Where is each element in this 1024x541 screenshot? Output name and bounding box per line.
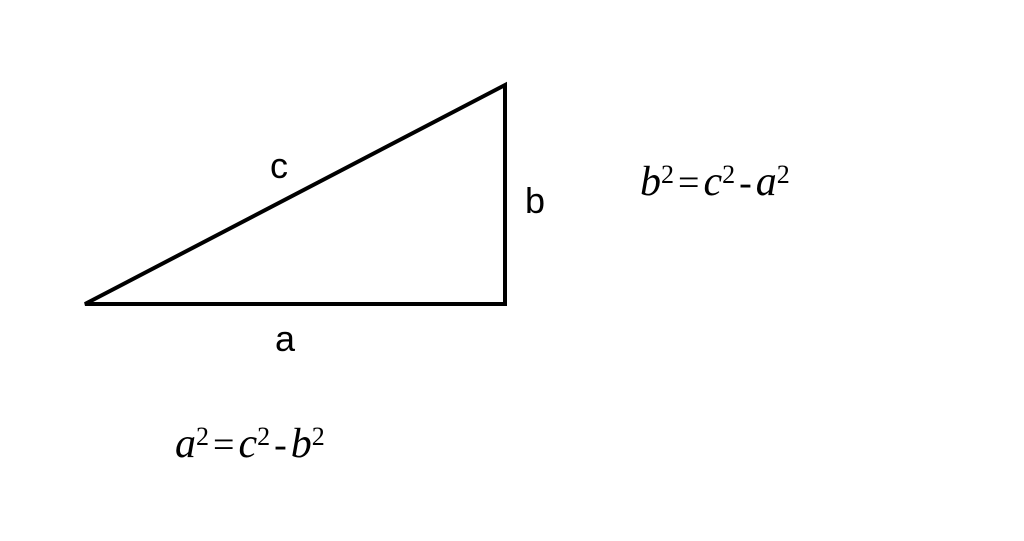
formula-a-r1-exp: 2 (257, 422, 270, 451)
formula-b-r2-base: a (756, 159, 777, 205)
side-label-a: a (275, 318, 295, 360)
right-triangle (0, 0, 1024, 541)
formula-b-r2-exp: 2 (777, 160, 790, 189)
formula-b-op: - (735, 162, 756, 204)
formula-b-squared: b2=c2-a2 (640, 158, 790, 206)
side-label-b: b (525, 180, 545, 222)
formula-a-lhs-base: a (175, 421, 196, 467)
formula-a-lhs-exp: 2 (196, 422, 209, 451)
formula-a-squared: a2=c2-b2 (175, 420, 325, 468)
formula-a-r1-base: c (238, 421, 257, 467)
formula-a-r2-exp: 2 (312, 422, 325, 451)
formula-a-r2-base: b (291, 421, 312, 467)
side-label-c: c (270, 145, 288, 187)
formula-b-eq: = (674, 162, 703, 204)
formula-b-lhs-base: b (640, 159, 661, 205)
formula-a-eq: = (209, 424, 238, 466)
formula-a-op: - (270, 424, 291, 466)
formula-b-lhs-exp: 2 (661, 160, 674, 189)
formula-b-r1-exp: 2 (722, 160, 735, 189)
formula-b-r1-base: c (703, 159, 722, 205)
